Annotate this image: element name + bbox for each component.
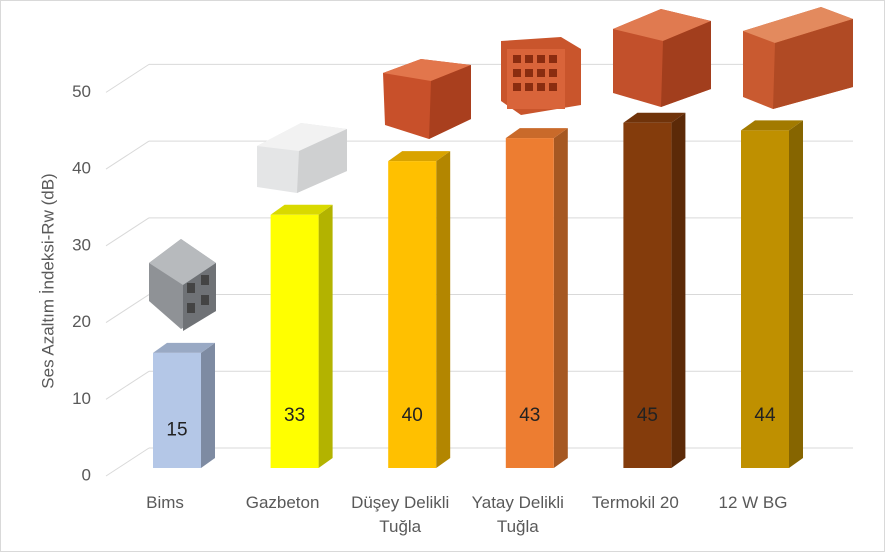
bar <box>270 214 319 468</box>
x-tick-label: 12 W BG <box>718 493 788 512</box>
value-label: 40 <box>402 405 423 426</box>
value-label: 43 <box>519 405 540 426</box>
value-label: 15 <box>166 419 187 440</box>
bar <box>153 352 201 468</box>
bar-side <box>671 112 686 469</box>
value-label: 33 <box>284 405 305 426</box>
block-bims <box>149 239 216 331</box>
x-tick-label: Yatay Delikli Tuğla <box>471 493 564 536</box>
y-tick-label: 20 <box>72 312 91 331</box>
grid-line <box>105 370 150 400</box>
bar-top <box>741 120 803 131</box>
bar <box>505 138 554 468</box>
y-tick-label: 10 <box>72 389 91 408</box>
bar-top <box>270 204 333 215</box>
bar-side <box>789 120 803 469</box>
bar-top <box>505 128 568 139</box>
bar <box>741 130 789 468</box>
x-tick-label: Düşey Delikli Tuğla <box>351 493 450 536</box>
y-tick-label: 40 <box>72 159 91 178</box>
y-tick-label: 50 <box>72 82 91 101</box>
bar-side <box>318 204 333 469</box>
block-gazbeton <box>257 123 347 193</box>
bar-side <box>201 342 215 468</box>
bar-top <box>153 342 215 353</box>
block-termokil <box>613 9 711 107</box>
bar-side <box>436 151 451 468</box>
x-tick-label: Termokil 20 <box>591 493 679 512</box>
bar-top <box>623 112 686 123</box>
value-label: 45 <box>637 405 658 426</box>
block-yatay <box>501 37 581 115</box>
block-dusey <box>383 59 471 139</box>
y-tick-label: 30 <box>72 235 91 254</box>
bar <box>388 161 437 468</box>
bar <box>623 122 672 469</box>
y-tick-label: 0 <box>82 465 91 484</box>
grid-line <box>105 140 150 170</box>
y-axis-label: Ses Azaltım İndeksi-Rw (dB) <box>38 173 57 388</box>
grid-line <box>105 63 150 93</box>
value-label: 44 <box>754 405 776 426</box>
grid-line <box>105 447 150 477</box>
grid-line <box>105 294 150 323</box>
x-tick-label: Bims <box>146 493 184 512</box>
x-tick-label: Gazbeton <box>245 493 320 512</box>
bar-side <box>553 128 568 468</box>
grid-line <box>105 217 150 247</box>
bar-top <box>388 151 451 162</box>
block-12wbg <box>743 7 853 109</box>
